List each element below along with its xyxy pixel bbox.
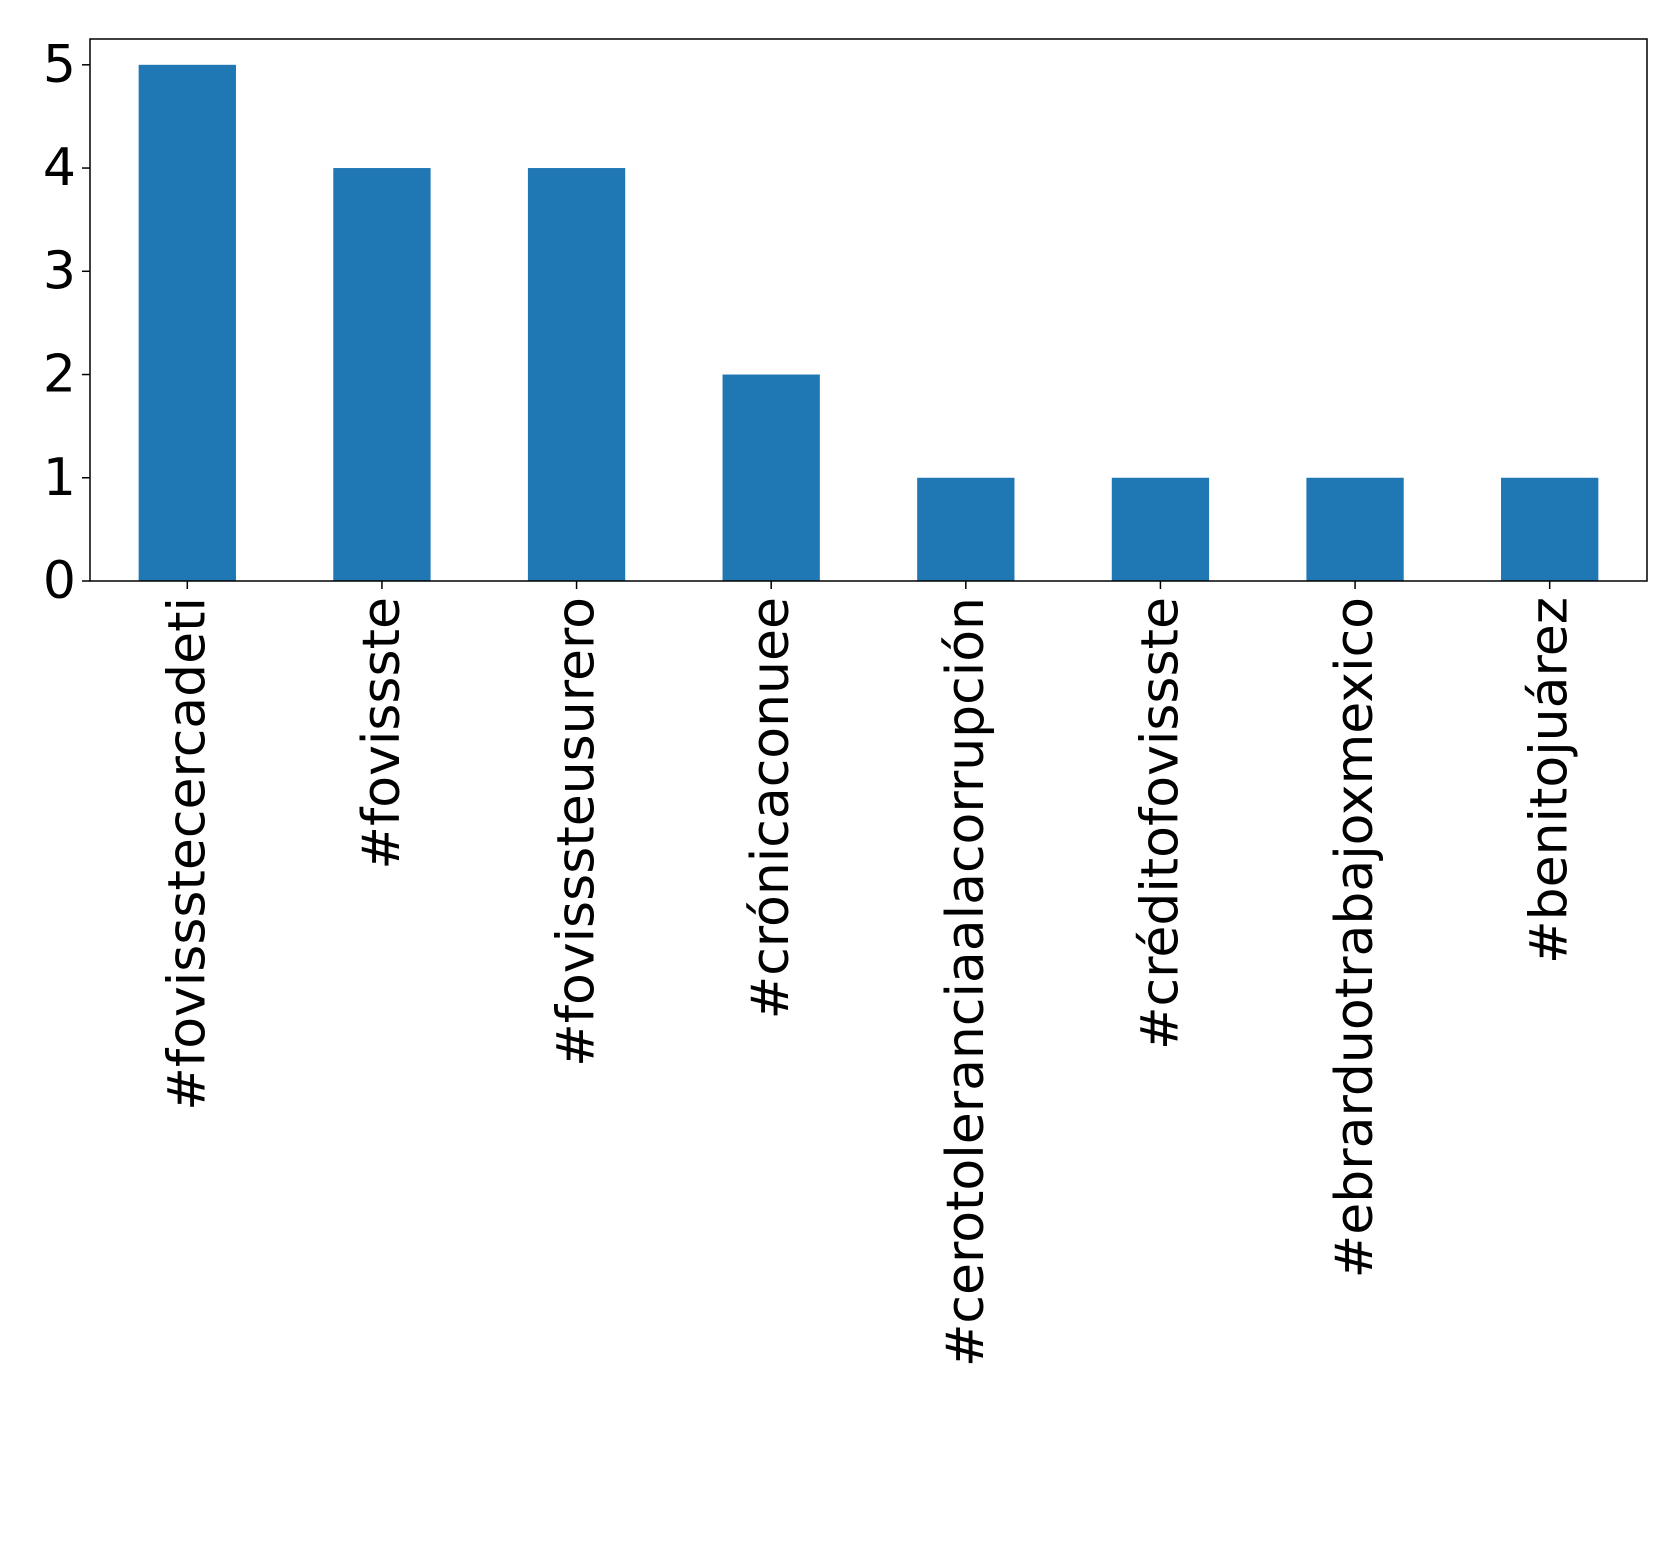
bar [333,168,431,582]
bar [722,374,820,581]
y-tick-label: 5 [43,35,76,95]
bar [138,64,236,582]
x-tick-label: #créditofovissste [1130,597,1190,1050]
bar [1501,477,1599,581]
y-tick-label: 3 [43,241,76,301]
bars-layer [138,64,1599,582]
bar [1306,477,1404,581]
plot-area-frame [89,38,1648,582]
x-tick-label: #fovisssteusurero [547,597,607,1067]
y-tick-label: 0 [43,551,76,611]
y-axis: 0 1 2 3 4 5 [43,35,90,611]
bar [917,477,1015,581]
x-axis: #fovissstecercadeti #fovissste #fovisssteu… [157,581,1580,1367]
y-tick-label: 1 [43,448,76,508]
y-tick-label: 4 [43,138,76,198]
y-tick-label: 2 [43,345,76,405]
bar [1111,477,1210,581]
x-tick-label: #ebrarduotrabajoxmexico [1325,597,1385,1278]
x-tick-label: #fovissste [352,597,412,870]
x-tick-label: #fovissstecercadeti [157,597,217,1111]
x-tick-label: #benitojuárez [1520,597,1580,964]
x-tick-label: #cerotoleranciaalacorrupción [936,597,996,1367]
x-tick-label: #crónicaconuee [741,597,801,1019]
bar [527,168,626,582]
